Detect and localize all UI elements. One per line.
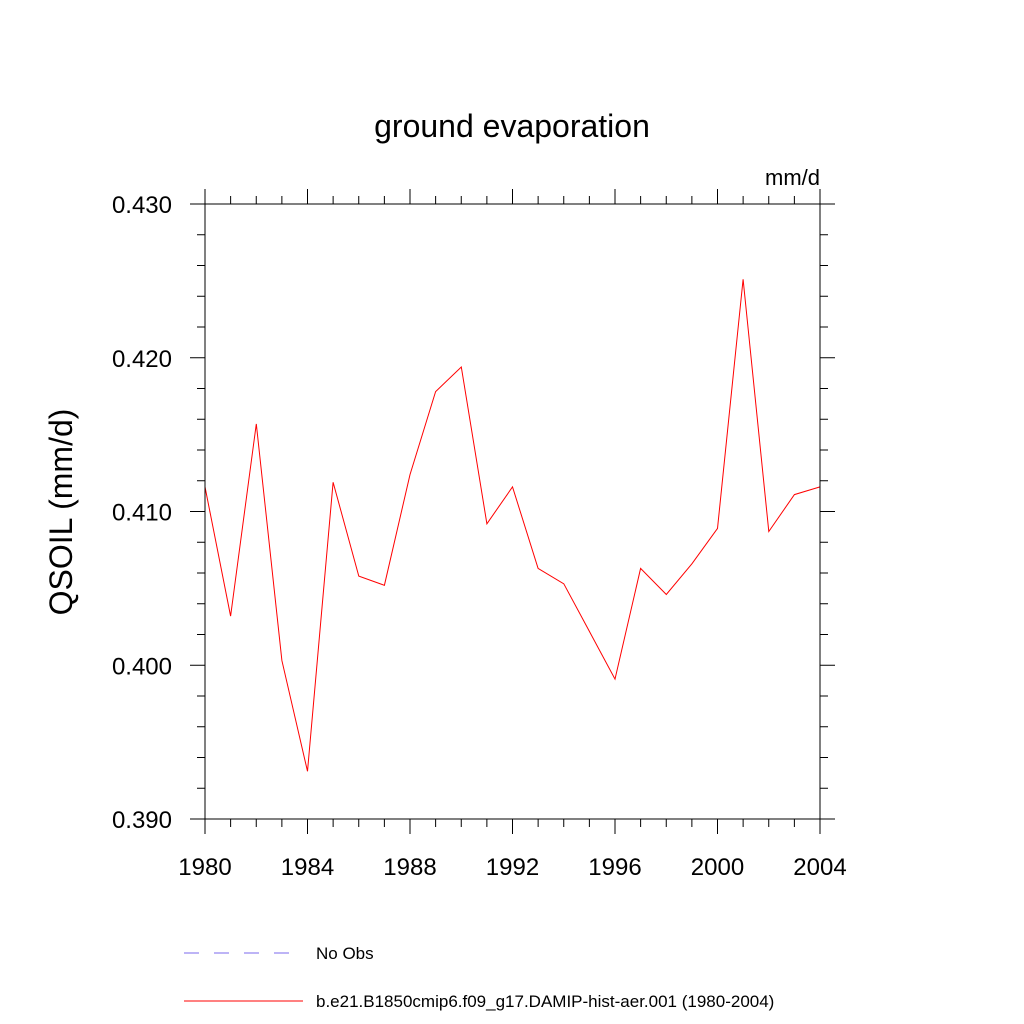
tick-labels: 1980 1984 1988 1992 1996 2000 2004 0.390 0.400 0.… xyxy=(112,192,847,881)
y-tick-label: 0.420 xyxy=(112,346,172,373)
chart-title: ground evaporation xyxy=(374,108,650,144)
legend-label: b.e21.B1850cmip6.f09_g17.DAMIP-hist-aer.… xyxy=(316,992,774,1011)
x-tick-label: 1984 xyxy=(281,854,334,881)
series-line xyxy=(204,279,821,772)
x-tick-label: 1988 xyxy=(383,854,436,881)
x-tick-label: 1980 xyxy=(178,854,231,881)
y-tick-label: 0.430 xyxy=(112,192,172,219)
units-label: mm/d xyxy=(765,165,820,190)
y-axis-label: QSOIL (mm/d) xyxy=(43,409,79,616)
x-tick-label: 1996 xyxy=(588,854,641,881)
y-tick-label: 0.400 xyxy=(112,653,172,680)
series-lines xyxy=(204,279,821,772)
axis-ticks xyxy=(190,189,835,834)
y-tick-label: 0.410 xyxy=(112,500,172,527)
legend: No Obs b.e21.B1850cmip6.f09_g17.DAMIP-his… xyxy=(184,944,774,1011)
x-tick-label: 2000 xyxy=(691,854,744,881)
plot-frame xyxy=(204,203,821,820)
legend-label: No Obs xyxy=(316,944,374,963)
x-tick-label: 2004 xyxy=(793,854,846,881)
y-tick-label: 0.390 xyxy=(112,807,172,834)
x-tick-label: 1992 xyxy=(486,854,539,881)
